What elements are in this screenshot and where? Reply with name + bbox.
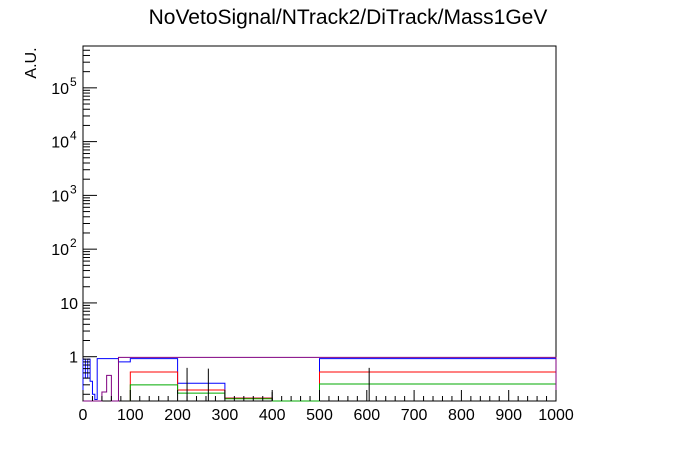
histogram-series-2 xyxy=(129,383,557,402)
y-tick-exponent: 3 xyxy=(70,182,77,196)
x-tick-label: 1000 xyxy=(538,407,574,424)
x-tick-label: 100 xyxy=(117,407,144,424)
x-tick-label: 700 xyxy=(401,407,428,424)
y-tick-exponent: 2 xyxy=(70,236,77,250)
y-tick-label: 10 xyxy=(51,242,69,259)
x-tick-label: 300 xyxy=(212,407,239,424)
histogram-series-1 xyxy=(129,371,557,402)
x-axis: 0 100 200 300 400 500 600 700 800 900 1000 xyxy=(79,390,574,424)
plot-frame xyxy=(82,45,557,402)
x-tick-label: 800 xyxy=(448,407,475,424)
x-tick-label: 0 xyxy=(79,407,88,424)
y-tick-exponent: 5 xyxy=(70,75,77,89)
y-tick-label: 10 xyxy=(51,135,69,152)
x-tick-label: 900 xyxy=(495,407,522,424)
y-tick-label: 10 xyxy=(51,81,69,98)
x-tick-label: 500 xyxy=(306,407,333,424)
y-tick-label: 10 xyxy=(51,188,69,205)
y-axis-label: A.U. xyxy=(23,47,40,78)
chart-title: NoVetoSignal/NTrack2/DiTrack/Mass1GeV xyxy=(149,6,548,29)
x-tick-label: 400 xyxy=(259,407,286,424)
y-tick-label: 10 xyxy=(60,296,78,313)
y-tick-exponent: 4 xyxy=(70,129,77,143)
x-tick-label: 200 xyxy=(164,407,191,424)
x-tick-label: 600 xyxy=(353,407,380,424)
y-tick-label: 1 xyxy=(69,350,78,367)
